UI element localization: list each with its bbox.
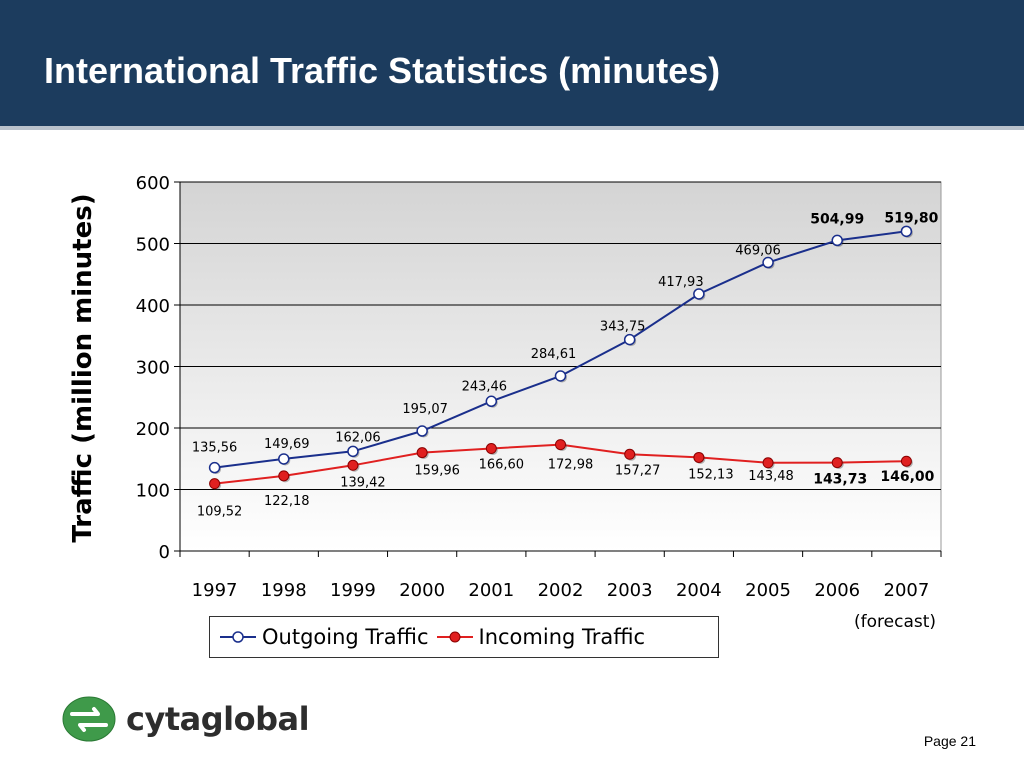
data-point-incoming-2007 [900, 455, 912, 467]
x-tick-label-2000: 2000 [399, 580, 445, 601]
data-label-incoming-2005: 143,48 [748, 469, 794, 484]
data-point-outgoing-2001 [485, 395, 498, 408]
x-tick-label-1999: 1999 [330, 580, 376, 601]
data-point-outgoing-1999 [347, 445, 359, 458]
legend-item-incoming: Incoming Traffic [436, 625, 646, 649]
data-label-incoming-2001: 166,60 [479, 458, 525, 473]
x-tick-label-2006: 2006 [814, 580, 860, 601]
data-label-incoming-1999: 139,42 [340, 475, 386, 490]
data-label-incoming-2002: 172,98 [548, 458, 594, 473]
data-label-incoming-2003: 157,27 [615, 463, 661, 478]
legend-label-incoming: Incoming Traffic [478, 625, 646, 649]
x-tick-label-2003: 2003 [607, 580, 653, 601]
y-axis-ticks: 0 100 200 300 400 500 600 [136, 173, 180, 563]
y-tick-label: 300 [136, 358, 170, 379]
legend-label-outgoing: Outgoing Traffic [262, 625, 429, 649]
data-point-outgoing-1997 [208, 461, 221, 474]
data-point-incoming-2005 [762, 457, 774, 469]
data-label-incoming-1997: 109,52 [197, 505, 243, 520]
data-label-outgoing-2004: 417,93 [658, 275, 704, 290]
x-tick-label-2005: 2005 [745, 580, 791, 601]
data-point-outgoing-1998 [278, 453, 290, 465]
data-point-outgoing-2006 [831, 234, 843, 247]
data-label-outgoing-2000: 195,07 [402, 402, 448, 417]
data-label-incoming-2004: 152,13 [688, 467, 734, 482]
legend-swatch-incoming [436, 631, 473, 643]
data-point-outgoing-2005 [762, 256, 774, 269]
title-bar-rule [0, 126, 1024, 130]
title-bar [0, 0, 1024, 126]
legend-swatch-outgoing [220, 631, 256, 643]
page-number: Page 21 [923, 733, 976, 749]
data-point-outgoing-2002 [554, 370, 567, 382]
x-tick-label-2001: 2001 [468, 580, 514, 601]
x-tick-label-2002: 2002 [538, 580, 584, 601]
data-label-outgoing-2003: 343,75 [600, 320, 646, 335]
slide-title: International Traffic Statistics (minute… [44, 50, 721, 91]
x-tick-label-1997: 1997 [192, 580, 238, 601]
data-point-incoming-2002 [555, 439, 566, 451]
x-tick-label-1998: 1998 [261, 580, 307, 601]
data-label-outgoing-1999: 162,06 [335, 430, 381, 445]
data-label-outgoing-1998: 149,69 [264, 437, 310, 452]
data-point-incoming-1997 [209, 478, 221, 490]
data-label-incoming-2000: 159,96 [414, 464, 460, 479]
data-point-outgoing-2004 [693, 288, 705, 300]
data-label-incoming-1998: 122,18 [264, 494, 310, 509]
data-point-outgoing-2007 [900, 225, 913, 238]
y-tick-label: 100 [136, 481, 170, 502]
x-axis-ticks: 1997 1998 1999 2000 2001 2002 2003 2004 2005 2006… [179, 551, 942, 601]
data-label-incoming-2006: 143,73 [813, 472, 867, 488]
data-point-incoming-2003 [624, 448, 636, 460]
data-point-incoming-1999 [347, 459, 359, 471]
data-point-incoming-2000 [416, 447, 428, 459]
gridlines [180, 181, 941, 490]
y-tick-label: 200 [136, 419, 170, 440]
chart-legend: Outgoing Traffic Incoming Traffic [209, 616, 719, 658]
cytaglobal-logo: cytaglobal [62, 692, 312, 746]
series-points [208, 225, 913, 491]
y-tick-label: 600 [136, 173, 170, 194]
data-label-outgoing-2007: 519,80 [884, 210, 938, 226]
data-label-outgoing-1997: 135,56 [192, 441, 238, 456]
data-label-outgoing-2006: 504,99 [810, 211, 864, 227]
data-point-incoming-1998 [278, 470, 290, 482]
data-point-incoming-2004 [693, 451, 705, 463]
y-tick-label: 500 [136, 235, 170, 256]
legend-item-outgoing: Outgoing Traffic [220, 625, 429, 649]
y-axis-title: Traffic (million minutes) [68, 193, 98, 543]
forecast-note: (forecast) [854, 612, 937, 632]
data-point-outgoing-2003 [623, 333, 636, 346]
x-tick-label-2007: 2007 [884, 580, 930, 601]
data-point-incoming-2006 [831, 457, 843, 469]
logo-arrows-icon [62, 696, 116, 742]
data-point-outgoing-2000 [416, 425, 428, 437]
data-labels: 135,56 149,69 162,06 195,07 243,46 284,61 343,… [192, 210, 939, 519]
data-label-outgoing-2002: 284,61 [531, 347, 577, 362]
logo-wordmark: cytaglobal [126, 700, 310, 738]
data-label-incoming-2007: 146,00 [880, 469, 934, 485]
x-tick-label-2004: 2004 [676, 580, 722, 601]
data-label-outgoing-2001: 243,46 [462, 379, 508, 394]
y-tick-label: 0 [159, 542, 170, 563]
data-point-incoming-2001 [485, 443, 497, 455]
y-tick-label: 400 [136, 296, 170, 317]
data-label-outgoing-2005: 469,06 [735, 244, 781, 259]
